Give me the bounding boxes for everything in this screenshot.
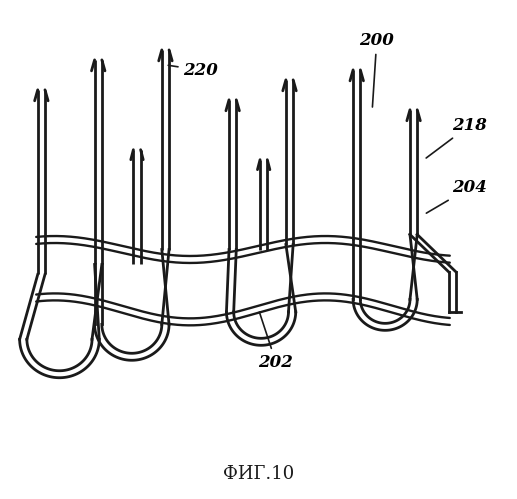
Text: 218: 218 <box>426 117 487 158</box>
Text: 220: 220 <box>168 62 218 79</box>
Text: 202: 202 <box>258 312 293 371</box>
Text: ФИГ.10: ФИГ.10 <box>223 465 294 483</box>
Text: 204: 204 <box>427 179 487 213</box>
Text: 200: 200 <box>359 32 394 107</box>
